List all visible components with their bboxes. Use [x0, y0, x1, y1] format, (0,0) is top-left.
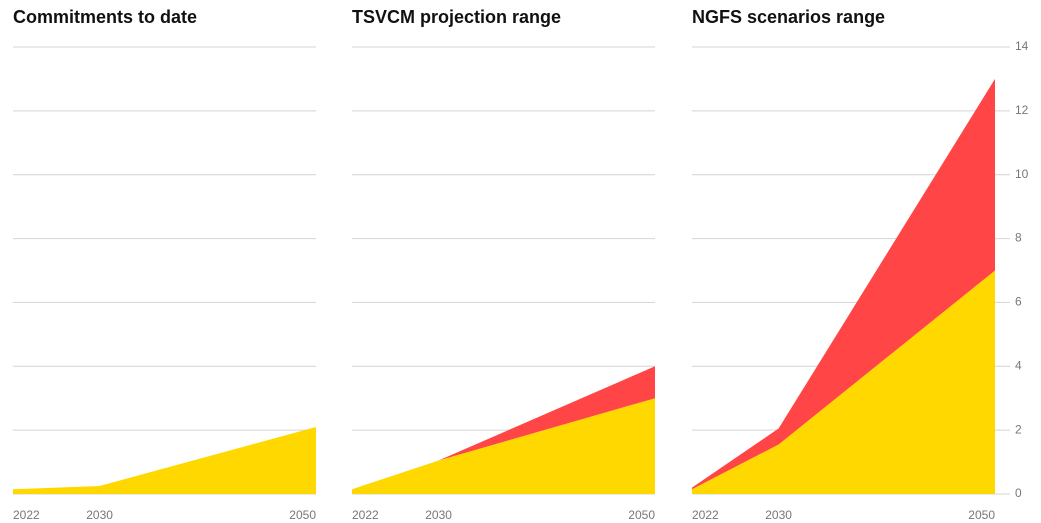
x-tick-label: 2030 — [425, 508, 452, 522]
x-tick-label: 2030 — [765, 508, 792, 522]
panel-title: Commitments to date — [13, 7, 197, 27]
x-tick-label: 2050 — [628, 508, 655, 522]
x-tick-label: 2050 — [968, 508, 995, 522]
area — [13, 426, 316, 494]
y-tick-label: 6 — [1015, 295, 1022, 309]
panel-title: TSVCM projection range — [352, 7, 561, 27]
y-tick-label: 10 — [1015, 167, 1029, 181]
x-tick-label: 2030 — [86, 508, 113, 522]
y-tick-label: 8 — [1015, 231, 1022, 245]
area — [692, 78, 995, 490]
x-tick-label: 2050 — [289, 508, 316, 522]
x-tick-label: 2022 — [352, 508, 379, 522]
x-tick-label: 2022 — [692, 508, 719, 522]
y-tick-label: 2 — [1015, 422, 1022, 436]
y-tick-label: 12 — [1015, 103, 1029, 117]
panel-title: NGFS scenarios range — [692, 7, 885, 27]
y-tick-label: 4 — [1015, 358, 1022, 372]
y-tick-label: 14 — [1015, 39, 1029, 53]
area — [692, 270, 995, 494]
area — [352, 398, 655, 494]
x-tick-label: 2022 — [13, 508, 40, 522]
y-tick-label: 0 — [1015, 486, 1022, 500]
